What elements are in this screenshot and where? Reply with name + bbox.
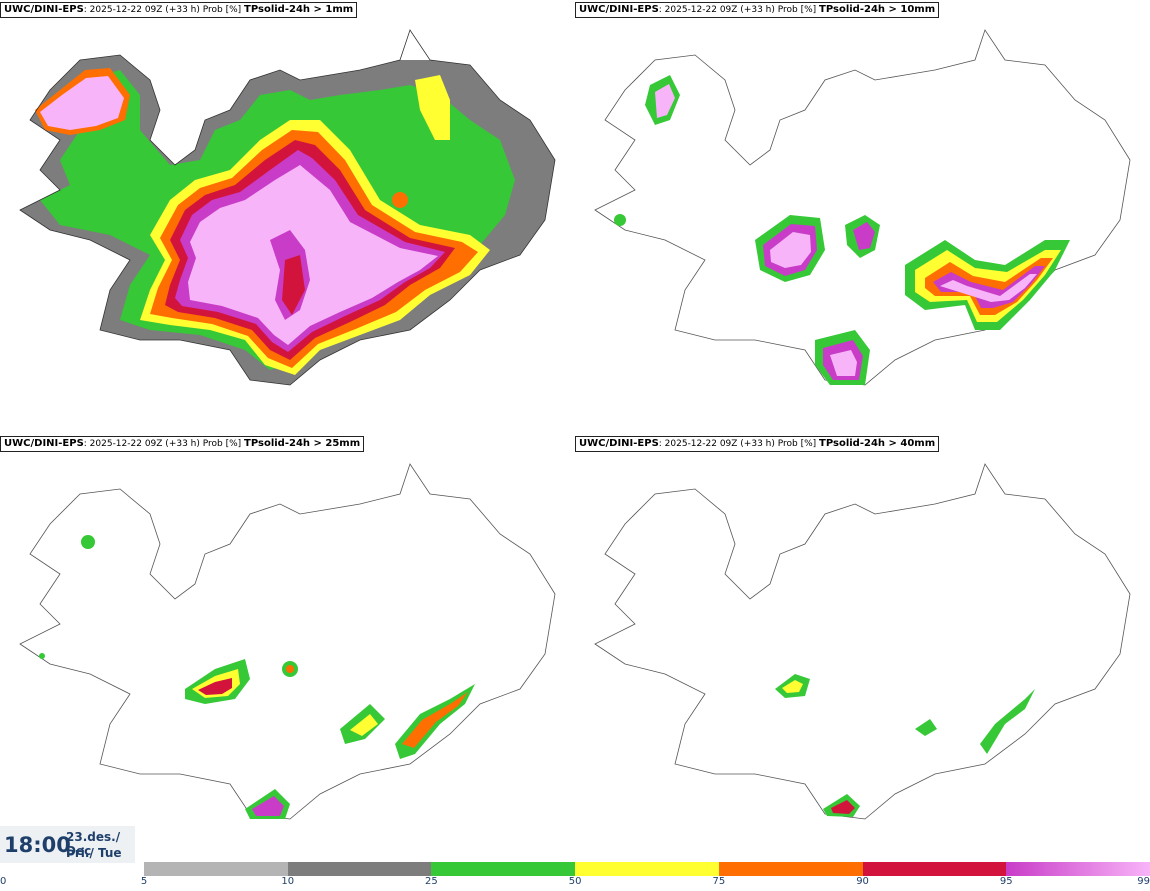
colorbar-segment — [575, 862, 719, 876]
colorbar-tick-label: 5 — [140, 876, 148, 887]
map-panel-10mm: UWC/DINI-EPS: 2025-12-22 09Z (+33 h) Pro… — [575, 0, 1150, 430]
valid-weekday: Þri./ Tue — [66, 846, 122, 860]
colorbar-tick-label: 0 — [0, 876, 7, 887]
colorbar-segment — [287, 862, 432, 876]
valid-time-box: 18:00 23.des./ Dec Þri./ Tue — [0, 826, 135, 863]
iceland-map-10mm — [594, 29, 1131, 386]
map-panel-1mm: UWC/DINI-EPS: 2025-12-22 09Z (+33 h) Pro… — [0, 0, 575, 430]
map-panel-40mm: UWC/DINI-EPS: 2025-12-22 09Z (+33 h) Pro… — [575, 434, 1150, 864]
colorbar-segment — [431, 862, 576, 876]
valid-date: 23.des./ Dec — [66, 830, 121, 858]
valid-time: 18:00 — [4, 833, 71, 857]
model-name: UWC/DINI-EPS — [579, 438, 659, 449]
coastline — [594, 29, 1131, 386]
probability-field — [614, 75, 1070, 385]
probability-field — [775, 674, 1035, 817]
probability-field — [39, 535, 475, 819]
colorbar-segment — [1006, 862, 1150, 876]
panel-title: UWC/DINI-EPS: 2025-12-22 09Z (+33 h) Pro… — [575, 2, 940, 18]
colorbar-tick-label: 99 — [1137, 876, 1150, 887]
iceland-map-40mm — [594, 463, 1131, 820]
run-info: : 2025-12-22 09Z (+33 h) Prob [%] — [83, 439, 245, 449]
threshold-label: TPsolid-24h > 10mm — [819, 4, 936, 15]
probability-colorbar: 0 5 10 25 50 75 90 95 99 — [0, 862, 1150, 891]
colorbar-tick-label: 25 — [425, 876, 438, 887]
colorbar-segment — [144, 862, 288, 876]
colorbar-segment — [718, 862, 863, 876]
map-panel-25mm: UWC/DINI-EPS: 2025-12-22 09Z (+33 h) Pro… — [0, 434, 575, 864]
colorbar-tick-label: 75 — [712, 876, 726, 887]
probability-field — [20, 55, 555, 385]
iceland-map-1mm — [19, 29, 556, 386]
panel-title: UWC/DINI-EPS: 2025-12-22 09Z (+33 h) Pro… — [0, 436, 365, 452]
iceland-map-25mm — [19, 463, 556, 820]
threshold-label: TPsolid-24h > 1mm — [244, 4, 354, 15]
coastline — [594, 463, 1131, 820]
model-name: UWC/DINI-EPS — [579, 4, 659, 15]
colorbar-tick-label: 50 — [568, 876, 582, 887]
colorbar-segment — [862, 862, 1007, 876]
model-name: UWC/DINI-EPS — [4, 4, 84, 15]
panel-title: UWC/DINI-EPS: 2025-12-22 09Z (+33 h) Pro… — [0, 2, 358, 18]
coastline — [19, 29, 556, 386]
colorbar-tick-label: 90 — [856, 876, 869, 887]
coastline — [19, 463, 556, 820]
threshold-label: TPsolid-24h > 25mm — [244, 438, 361, 449]
model-name: UWC/DINI-EPS — [4, 438, 84, 449]
panel-title: UWC/DINI-EPS: 2025-12-22 09Z (+33 h) Pro… — [575, 436, 940, 452]
threshold-label: TPsolid-24h > 40mm — [819, 438, 936, 449]
colorbar-tick-label: 95 — [999, 876, 1013, 887]
colorbar-tick-label: 10 — [281, 876, 295, 887]
run-info: : 2025-12-22 09Z (+33 h) Prob [%] — [658, 439, 820, 449]
run-info: : 2025-12-22 09Z (+33 h) Prob [%] — [83, 5, 245, 15]
run-info: : 2025-12-22 09Z (+33 h) Prob [%] — [658, 5, 820, 15]
